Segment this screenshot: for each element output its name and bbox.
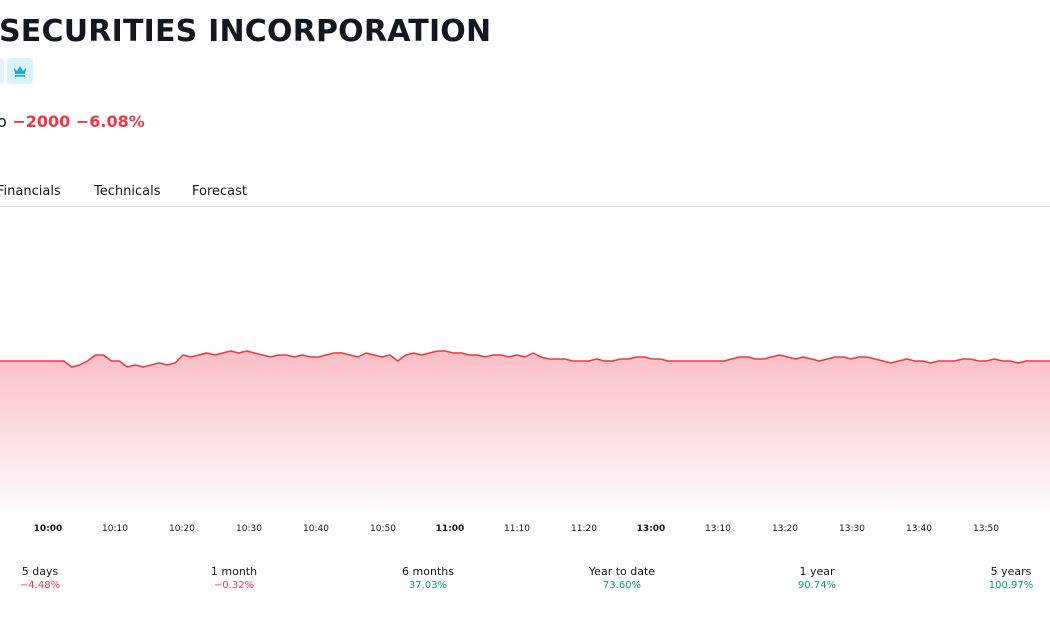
perf-value: 37.03% — [408, 580, 448, 591]
x-tick-label: 10:40 — [303, 524, 329, 534]
x-tick-label: 13:30 — [839, 524, 865, 534]
x-tick-label: 10:20 — [169, 524, 195, 534]
perf-value: 90.74% — [797, 580, 837, 591]
perf-value: 100.97% — [988, 580, 1034, 591]
x-tick-label: 13:00 — [637, 524, 666, 534]
perf-label: 5 days — [21, 565, 59, 578]
perf-label: 1 year — [799, 565, 835, 578]
price-area-fill — [0, 351, 1050, 512]
x-tick-label: 10:00 — [34, 524, 63, 534]
perf-value: −0.32% — [213, 580, 255, 591]
perf-label: Year to date — [588, 565, 656, 578]
exchange-badge[interactable] — [0, 58, 4, 84]
perf-5-days[interactable]: 5 days −4.48% — [0, 564, 100, 593]
crown-icon — [14, 66, 26, 77]
x-axis: 10:00 10:10 10:20 10:30 10:40 10:50 11:00 11:10… — [34, 524, 1000, 534]
price-line — [0, 350, 1050, 368]
tab-technicals[interactable]: Technicals — [94, 184, 161, 199]
perf-5-years[interactable]: 5 years 100.97% — [951, 564, 1050, 593]
perf-year-to-date[interactable]: Year to date 73.60% — [562, 564, 682, 593]
price-chart[interactable]: 10:00 10:10 10:20 10:30 10:40 10:50 11:00 11:10… — [0, 207, 1050, 547]
tab-forecast[interactable]: Forecast — [192, 184, 248, 199]
change-absolute: −2000 — [12, 112, 71, 131]
perf-label: 5 years — [990, 565, 1032, 578]
page-title: SECURITIES INCORPORATION — [0, 14, 492, 49]
premium-badge[interactable] — [7, 58, 33, 84]
x-tick-label: 10:10 — [102, 524, 128, 534]
perf-value: −4.48% — [19, 580, 61, 591]
perf-label: 6 months — [402, 565, 454, 578]
x-tick-label: 13:40 — [906, 524, 932, 534]
tab-financials[interactable]: Financials — [0, 184, 61, 199]
price-change: o −2000 −6.08% — [0, 112, 145, 131]
x-tick-label: 11:10 — [504, 524, 530, 534]
perf-1-month[interactable]: 1 month −0.32% — [174, 564, 294, 593]
x-tick-label: 13:50 — [973, 524, 999, 534]
x-tick-label: 10:30 — [236, 524, 262, 534]
x-tick-label: 11:20 — [571, 524, 597, 534]
x-tick-label: 13:20 — [772, 524, 798, 534]
perf-1-year[interactable]: 1 year 90.74% — [757, 564, 877, 593]
perf-6-months[interactable]: 6 months 37.03% — [368, 564, 488, 593]
perf-label: 1 month — [210, 565, 258, 578]
perf-value: 73.60% — [602, 580, 642, 591]
change-percent: −6.08% — [75, 112, 145, 131]
performance-bar: 5 days −4.48% 1 month −0.32% 6 months 37… — [0, 564, 1050, 604]
x-tick-label: 10:50 — [370, 524, 396, 534]
x-tick-label: 13:10 — [705, 524, 731, 534]
section-tabs: Financials Technicals Forecast — [0, 180, 1050, 207]
x-tick-label: 11:00 — [436, 524, 465, 534]
price-fragment: o — [0, 112, 7, 131]
